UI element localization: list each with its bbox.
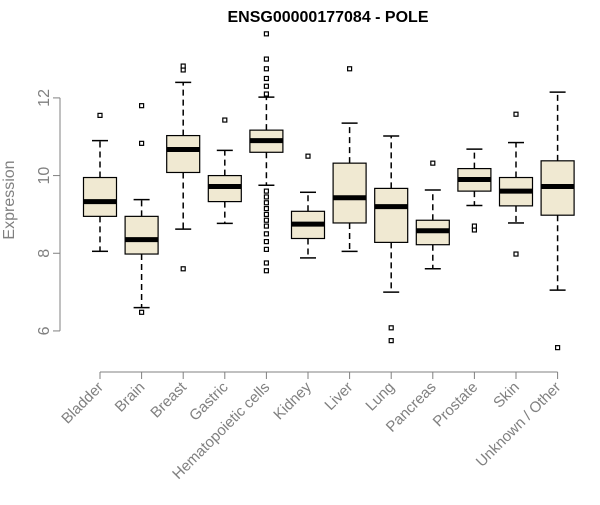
y-tick-label: 6: [36, 326, 53, 335]
y-tick-label: 12: [36, 89, 53, 107]
box: [332, 162, 367, 224]
box: [166, 134, 201, 174]
outlier-point: [263, 239, 269, 245]
x-tick-label: Prostate: [430, 379, 482, 431]
outlier-point: [263, 205, 269, 212]
x-tick-label: Bladder: [58, 379, 107, 428]
x-tick-label: Kidney: [270, 378, 315, 423]
outlier-point: [513, 251, 519, 257]
outlier-point: [263, 223, 269, 229]
x-tick-label: Brain: [112, 379, 149, 416]
outlier-point: [263, 211, 269, 218]
outlier-point: [97, 112, 103, 118]
outlier-point: [430, 160, 436, 166]
outlier-point: [388, 325, 394, 331]
x-tick-label: Liver: [321, 379, 356, 414]
y-tick-label: 10: [36, 167, 53, 185]
x-tick-label: Lung: [362, 379, 398, 415]
outlier-point: [263, 31, 269, 37]
outlier-point: [471, 223, 477, 229]
outlier-point: [347, 66, 353, 72]
outlier-point: [139, 309, 145, 315]
outlier-point: [263, 260, 269, 266]
outlier-point: [554, 345, 561, 351]
box: [124, 215, 159, 255]
outlier-point: [263, 66, 269, 72]
outlier-point: [263, 268, 269, 274]
x-tick-label: Skin: [490, 379, 523, 412]
y-tick-label: 8: [36, 249, 53, 258]
outlier-point: [263, 188, 269, 194]
outlier-point: [139, 140, 145, 146]
outlier-point: [513, 111, 519, 117]
outlier-point: [139, 103, 145, 109]
box: [82, 176, 118, 217]
outlier-point: [263, 246, 269, 252]
outlier-point: [222, 117, 228, 123]
outlier-point: [180, 266, 186, 272]
outlier-point: [263, 194, 269, 200]
y-axis-label: Expression: [1, 160, 18, 239]
outlier-point: [180, 63, 186, 69]
chart-title: ENSG00000177084 - POLE: [227, 9, 428, 26]
outlier-point: [263, 83, 269, 89]
outlier-point: [263, 56, 269, 62]
outlier-point: [263, 200, 269, 206]
outlier-point: [263, 217, 269, 223]
box: [374, 187, 409, 243]
outlier-point: [263, 231, 269, 237]
x-tick-label: Breast: [147, 378, 190, 421]
outlier-point: [263, 91, 269, 97]
outlier-point: [388, 338, 394, 344]
outlier-point: [305, 153, 311, 159]
outlier-point: [263, 75, 269, 82]
